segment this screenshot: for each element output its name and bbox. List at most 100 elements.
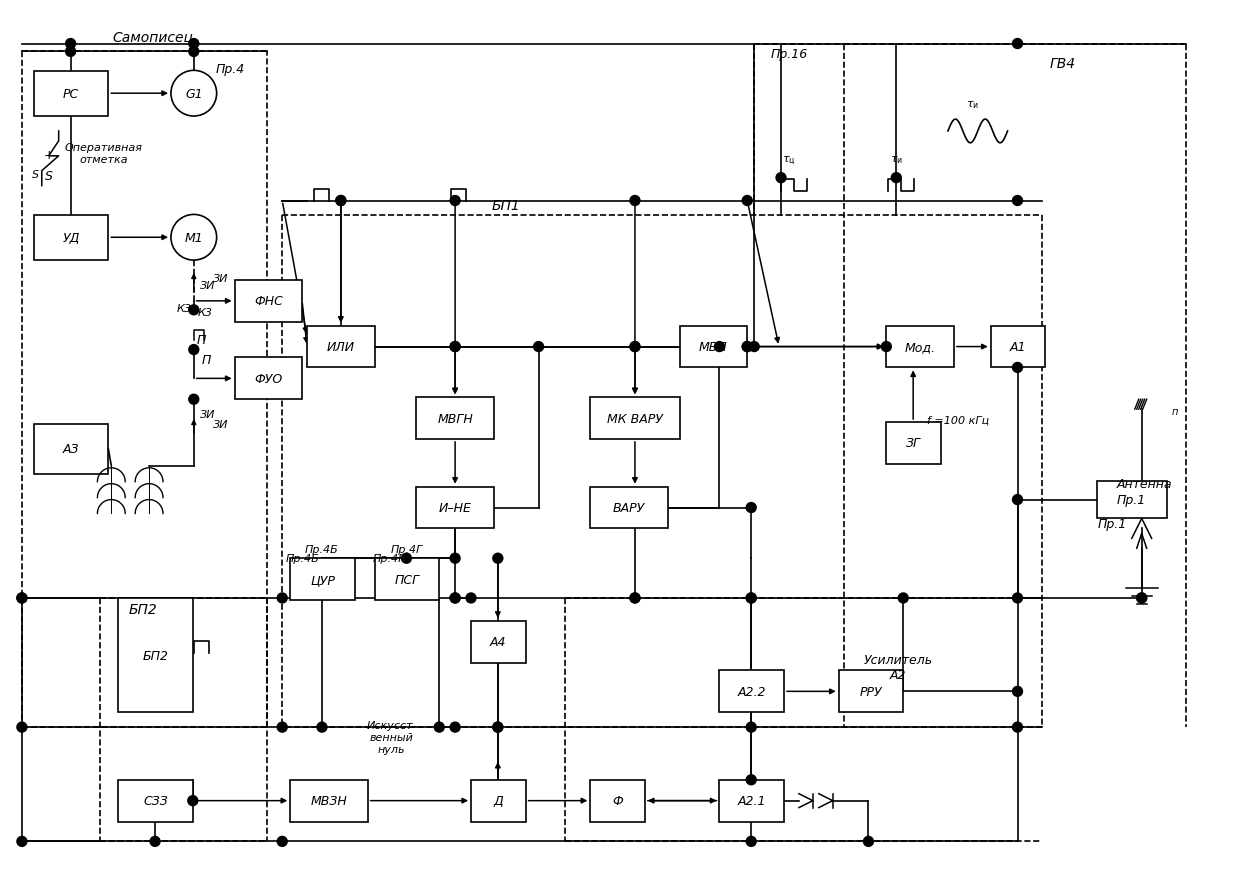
Circle shape <box>747 837 757 846</box>
Text: S: S <box>31 169 39 180</box>
FancyBboxPatch shape <box>886 327 954 368</box>
Circle shape <box>743 196 752 206</box>
FancyBboxPatch shape <box>591 779 645 821</box>
Circle shape <box>189 48 199 57</box>
Circle shape <box>278 594 287 603</box>
Text: Пр.1: Пр.1 <box>1117 494 1146 507</box>
FancyBboxPatch shape <box>118 598 192 713</box>
Circle shape <box>776 174 786 183</box>
Circle shape <box>150 837 160 846</box>
Text: ЗГ: ЗГ <box>906 437 921 450</box>
FancyBboxPatch shape <box>1097 481 1166 519</box>
FancyBboxPatch shape <box>290 779 368 821</box>
Circle shape <box>630 342 640 352</box>
Circle shape <box>171 216 216 261</box>
Text: ЦУР: ЦУР <box>310 573 334 586</box>
FancyBboxPatch shape <box>118 779 192 821</box>
Circle shape <box>1013 39 1022 50</box>
Circle shape <box>630 196 640 206</box>
Circle shape <box>493 554 503 563</box>
Circle shape <box>466 594 476 603</box>
Circle shape <box>747 503 757 513</box>
Circle shape <box>65 48 75 57</box>
Circle shape <box>743 342 752 352</box>
Circle shape <box>630 594 640 603</box>
Text: Пр.4Г: Пр.4Г <box>390 545 422 554</box>
Circle shape <box>16 594 26 603</box>
Circle shape <box>1136 594 1146 603</box>
Circle shape <box>1013 196 1022 206</box>
FancyBboxPatch shape <box>307 327 375 368</box>
Text: П: П <box>197 334 206 347</box>
Circle shape <box>401 554 411 563</box>
Text: П: П <box>201 354 211 367</box>
Text: Д: Д <box>494 794 503 807</box>
Text: ЗИ: ЗИ <box>200 409 215 420</box>
Text: $\tau_\text{ц}$: $\tau_\text{ц}$ <box>782 154 796 167</box>
Circle shape <box>171 71 216 117</box>
FancyBboxPatch shape <box>719 779 784 821</box>
Text: К3: К3 <box>197 308 212 317</box>
Circle shape <box>450 342 460 352</box>
Text: ФНС: ФНС <box>254 295 283 308</box>
Circle shape <box>189 345 199 355</box>
Circle shape <box>450 722 460 733</box>
Text: МК ВАРУ: МК ВАРУ <box>607 412 662 425</box>
Circle shape <box>747 594 757 603</box>
FancyBboxPatch shape <box>591 488 667 528</box>
Text: G1: G1 <box>185 88 202 101</box>
FancyBboxPatch shape <box>34 425 108 474</box>
Text: А2.2: А2.2 <box>738 685 766 698</box>
Text: ВАРУ: ВАРУ <box>613 501 645 514</box>
Text: Пр.4Г: Пр.4Г <box>372 554 405 564</box>
Circle shape <box>189 306 199 315</box>
Circle shape <box>187 796 197 806</box>
Circle shape <box>434 722 444 733</box>
Text: БП1: БП1 <box>491 199 520 213</box>
Text: А1: А1 <box>1009 341 1026 354</box>
Circle shape <box>714 342 724 352</box>
Text: ЗИ: ЗИ <box>200 281 215 290</box>
Text: п: п <box>1172 407 1178 416</box>
Text: РС: РС <box>63 88 79 101</box>
Circle shape <box>747 775 757 785</box>
Text: МВП: МВП <box>699 341 728 354</box>
Circle shape <box>891 174 901 183</box>
Text: А2.1: А2.1 <box>738 794 766 807</box>
Text: $\tau_\text{и}$: $\tau_\text{и}$ <box>967 99 979 110</box>
FancyBboxPatch shape <box>416 488 494 528</box>
Text: Усилитель
А2: Усилитель А2 <box>864 653 933 681</box>
Circle shape <box>450 594 460 603</box>
FancyBboxPatch shape <box>416 398 494 440</box>
Circle shape <box>1013 687 1022 697</box>
Text: ПСГ: ПСГ <box>395 573 420 586</box>
Text: А4: А4 <box>490 635 507 648</box>
Text: МВЗН: МВЗН <box>310 794 347 807</box>
Text: $\tau_\text{и}$: $\tau_\text{и}$ <box>890 154 903 165</box>
Text: Пр.1: Пр.1 <box>1097 517 1126 530</box>
FancyBboxPatch shape <box>838 671 904 713</box>
Circle shape <box>743 342 752 352</box>
Circle shape <box>1136 594 1146 603</box>
FancyBboxPatch shape <box>680 327 747 368</box>
Circle shape <box>1013 594 1022 603</box>
Text: И–НЕ: И–НЕ <box>439 501 471 514</box>
FancyBboxPatch shape <box>471 621 525 663</box>
FancyBboxPatch shape <box>375 559 439 600</box>
Text: УД: УД <box>63 232 79 245</box>
Circle shape <box>747 722 757 733</box>
Circle shape <box>16 837 26 846</box>
Text: ФУО: ФУО <box>254 373 283 386</box>
Text: Пр.4Б: Пр.4Б <box>305 545 339 554</box>
Circle shape <box>317 722 327 733</box>
Text: РРУ: РРУ <box>860 685 882 698</box>
Text: S: S <box>45 170 53 183</box>
Text: Самописец: Самописец <box>113 30 194 43</box>
Circle shape <box>16 722 26 733</box>
Circle shape <box>278 837 287 846</box>
Text: БП2: БП2 <box>128 602 157 616</box>
Text: ЗИ: ЗИ <box>212 274 229 283</box>
Circle shape <box>1013 363 1022 373</box>
Circle shape <box>864 837 874 846</box>
Text: М1: М1 <box>185 231 204 244</box>
